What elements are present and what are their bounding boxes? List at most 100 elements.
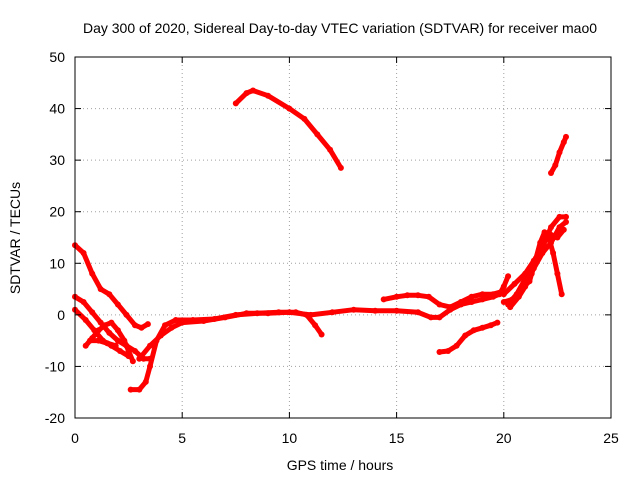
data-point [329, 309, 336, 316]
data-point [132, 348, 138, 354]
data-point [138, 324, 145, 331]
data-point [136, 386, 143, 393]
x-axis-label: GPS time / hours [287, 457, 394, 473]
data-point [123, 311, 130, 318]
data-point [372, 307, 379, 314]
data-point [337, 164, 344, 171]
data-point [470, 327, 477, 334]
data-point [82, 342, 89, 349]
y-tick-label: -10 [45, 358, 65, 374]
data-point [222, 314, 229, 321]
data-point [393, 307, 400, 314]
data-point [82, 317, 89, 323]
data-point [286, 105, 293, 112]
y-tick-label: 20 [49, 204, 65, 220]
data-point [350, 306, 357, 313]
y-tick-label: 0 [57, 307, 65, 323]
data-series [72, 87, 569, 393]
data-point [125, 348, 132, 354]
data-point [522, 275, 529, 282]
x-tick-label: 25 [603, 430, 619, 446]
y-tick-label: 10 [49, 255, 65, 271]
y-tick-label: 40 [49, 101, 65, 117]
data-point [457, 299, 464, 305]
data-point [265, 92, 271, 99]
data-point [327, 146, 334, 153]
data-point [89, 309, 96, 316]
data-point [436, 349, 443, 355]
data-point [550, 250, 557, 256]
data-point [447, 304, 454, 311]
data-point [114, 327, 121, 334]
data-point [97, 319, 104, 326]
data-point [132, 322, 138, 329]
data-point [286, 309, 293, 316]
data-point [548, 224, 554, 231]
data-point [144, 321, 151, 328]
data-point [95, 337, 102, 344]
data-point [127, 386, 134, 393]
y-axis-label: SDTVAR / TECUs [7, 182, 23, 294]
data-point [87, 337, 93, 344]
data-point [95, 327, 102, 334]
series-arc-8 [233, 88, 344, 171]
data-point [265, 310, 271, 317]
data-point [162, 322, 168, 329]
x-tick-label: 15 [389, 430, 405, 446]
data-point [114, 337, 121, 344]
data-point [108, 319, 115, 326]
data-point [560, 139, 567, 146]
data-point [97, 286, 104, 293]
data-point [494, 319, 501, 326]
data-point [425, 293, 432, 300]
data-point [560, 226, 567, 233]
x-tick-label: 20 [496, 430, 512, 446]
data-point [556, 213, 563, 220]
data-point [80, 250, 87, 256]
grid-lines [75, 57, 611, 418]
data-point [554, 270, 561, 277]
data-point [172, 317, 179, 323]
axis-ticks: 0 5 10 15 20 25 -20 -10 0 10 20 30 40 50 [45, 49, 619, 446]
data-point [500, 291, 507, 298]
y-tick-label: 50 [49, 49, 65, 65]
data-point [106, 291, 113, 298]
data-point [157, 332, 164, 339]
data-point [314, 131, 321, 138]
data-point [106, 329, 113, 336]
data-point [556, 224, 563, 231]
data-point [563, 213, 569, 220]
y-tick-label: -20 [45, 410, 65, 426]
x-tick-label: 0 [71, 430, 79, 446]
data-point [487, 322, 494, 329]
data-point [307, 311, 314, 318]
plot-frame [74, 56, 612, 419]
data-point [462, 332, 469, 339]
y-tick-label: 30 [49, 152, 65, 168]
data-point [117, 348, 123, 354]
data-point [539, 250, 546, 256]
data-point [563, 219, 569, 225]
data-point [436, 301, 443, 308]
data-point [200, 318, 207, 324]
chart-title: Day 300 of 2020, Sidereal Day-to-day VTE… [83, 20, 597, 36]
data-point [318, 331, 325, 338]
data-point [114, 301, 121, 308]
data-point [548, 239, 554, 246]
data-point [563, 133, 569, 140]
data-point [479, 296, 486, 303]
data-point [415, 309, 421, 316]
data-point [147, 342, 153, 349]
data-point [142, 378, 149, 385]
data-point [415, 292, 421, 299]
x-tick-label: 5 [178, 430, 186, 446]
series-arc-6 [128, 309, 325, 393]
data-point [136, 355, 143, 362]
data-point [301, 115, 308, 122]
data-point [129, 358, 136, 365]
data-point [468, 299, 475, 305]
data-point [121, 337, 128, 344]
data-point [243, 90, 250, 97]
data-point [427, 314, 434, 321]
